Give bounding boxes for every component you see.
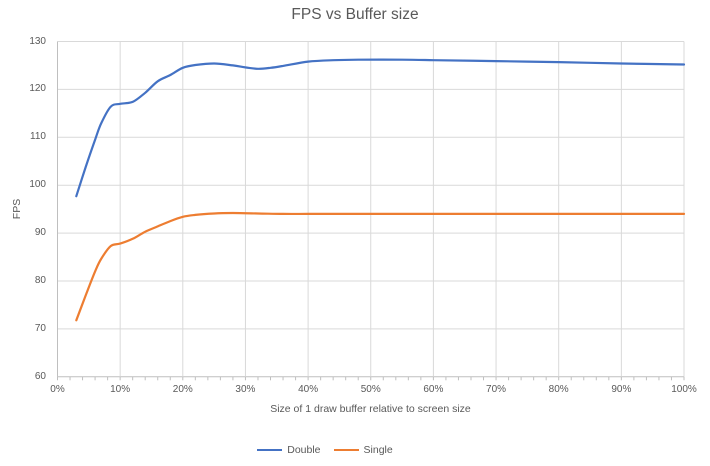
- x-axis-title: Size of 1 draw buffer relative to screen…: [270, 403, 471, 415]
- x-tick-label-50: 50%: [360, 384, 381, 395]
- x-tick-label-40: 40%: [298, 384, 319, 395]
- series-line-single: [75, 211, 686, 322]
- x-tick-label-100: 100%: [671, 384, 697, 395]
- y-tick-label-80: 80: [34, 275, 46, 286]
- legend: Double Single: [0, 443, 650, 457]
- legend-label-double: Double: [287, 444, 321, 456]
- y-axis-title: FPS: [11, 198, 23, 220]
- legend-item-double: Double: [257, 444, 321, 456]
- x-tick-label-20: 20%: [172, 384, 193, 395]
- x-tick-label-10: 10%: [110, 384, 131, 395]
- y-tick-label-120: 120: [29, 83, 46, 95]
- legend-line-swatch-single: [333, 448, 359, 452]
- x-tick-label-30: 30%: [235, 384, 256, 395]
- y-tick-label-60: 60: [34, 370, 46, 382]
- x-tick-label-60: 60%: [423, 384, 444, 395]
- legend-item-single: Single: [333, 444, 393, 456]
- x-tick-label-0: 0%: [50, 384, 65, 395]
- x-tick-label-70: 70%: [486, 384, 507, 395]
- y-tick-label-90: 90: [34, 227, 46, 239]
- x-tick-label-80: 80%: [548, 384, 569, 395]
- series-line-double: [75, 58, 686, 198]
- y-tick-label-100: 100: [29, 179, 46, 191]
- legend-line-swatch-double: [257, 448, 283, 452]
- y-tick-label-70: 70: [34, 322, 46, 334]
- y-tick-label-110: 110: [30, 131, 46, 143]
- x-tick-label-90: 90%: [611, 384, 632, 395]
- legend-label-single: Single: [363, 444, 393, 456]
- chart-title: FPS vs Buffer size: [291, 6, 419, 23]
- y-tick-label-130: 130: [29, 35, 46, 47]
